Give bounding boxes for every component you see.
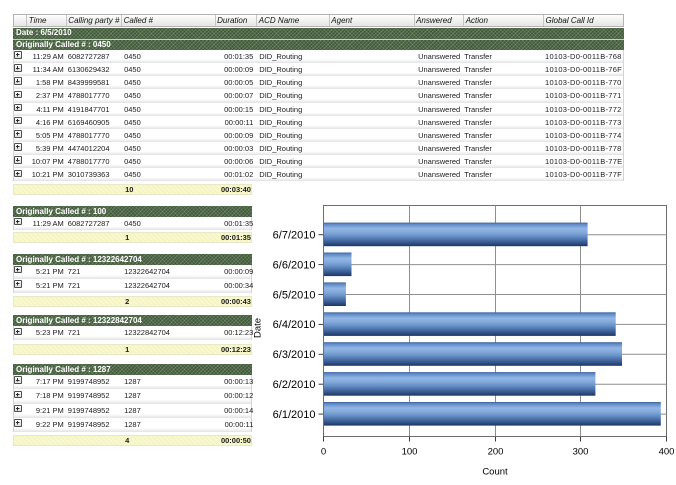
svg-text:6/4/2010: 6/4/2010 [273, 319, 316, 331]
svg-text:6/7/2010: 6/7/2010 [273, 230, 316, 242]
svg-text:6/1/2010: 6/1/2010 [273, 409, 316, 421]
svg-text:400: 400 [659, 447, 675, 458]
svg-text:6/6/2010: 6/6/2010 [273, 259, 316, 271]
svg-text:200: 200 [488, 447, 504, 458]
svg-text:Count: Count [482, 467, 508, 478]
svg-text:Date: Date [253, 318, 264, 338]
svg-text:300: 300 [573, 447, 589, 458]
svg-text:100: 100 [402, 447, 418, 458]
svg-text:6/2/2010: 6/2/2010 [273, 379, 316, 391]
svg-text:0: 0 [321, 447, 326, 458]
svg-text:6/3/2010: 6/3/2010 [273, 349, 316, 361]
svg-text:6/5/2010: 6/5/2010 [273, 289, 316, 301]
